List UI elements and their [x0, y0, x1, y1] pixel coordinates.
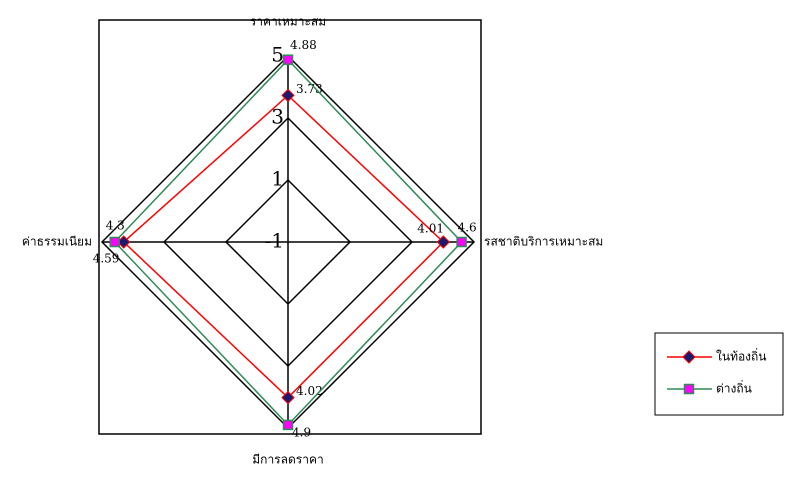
data-point: [282, 419, 294, 431]
tick: 1: [271, 167, 284, 191]
data-label: 4.02: [296, 384, 323, 398]
data-label: 4.6: [458, 221, 477, 235]
data-point: [282, 54, 294, 65]
data-point: [436, 235, 451, 249]
legend-label: ต่างถิ่น: [716, 380, 752, 396]
legend-marker: [682, 350, 696, 364]
grid-ring: [224, 178, 352, 306]
data-label: 4.9: [292, 425, 311, 439]
tick: 3: [271, 105, 284, 129]
plot-frame: [98, 19, 482, 435]
category-label: ค่าธรรมเนียม: [22, 235, 92, 249]
category-label: ราคาเหมาะสม: [250, 15, 326, 29]
data-label: 4.3: [106, 219, 125, 233]
data-point: [109, 236, 120, 248]
tick: 5: [271, 43, 284, 67]
category-label: มีการลดราคา: [252, 453, 323, 467]
data-point: [456, 236, 467, 248]
data-point: [281, 88, 295, 103]
grid-ring: [162, 116, 414, 368]
tick: -1: [265, 229, 284, 253]
data-label: 4.59: [93, 252, 120, 266]
legend-label: ในท้องถิ่น: [716, 348, 767, 364]
legend-box: [654, 332, 784, 416]
category-label: รสชาติบริการเหมาะสม: [484, 235, 603, 249]
data-label: 4.88: [290, 38, 317, 52]
data-label: 4.01: [417, 222, 444, 236]
legend-marker: [683, 383, 695, 395]
data-label: 3.73: [296, 82, 323, 96]
data-point: [281, 390, 295, 405]
